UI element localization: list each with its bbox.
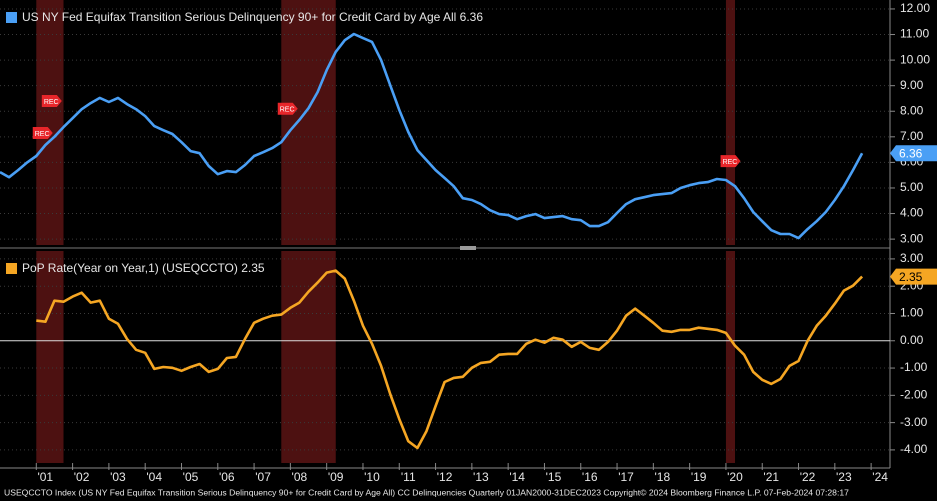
last-value-label: 6.36 <box>899 146 923 160</box>
y-tick-label: 3.00 <box>900 251 924 265</box>
x-tick-label: '16 <box>582 470 598 484</box>
x-tick-label: '14 <box>509 470 525 484</box>
y-tick-label: -3.00 <box>900 415 928 429</box>
x-tick-label: '15 <box>546 470 562 484</box>
x-tick-label: '08 <box>292 470 308 484</box>
legend-label: US NY Fed Equifax Transition Serious Del… <box>22 10 483 24</box>
annotation-label: REC <box>723 159 738 166</box>
recession-band <box>725 0 736 245</box>
x-tick-label: '07 <box>255 470 271 484</box>
annotation-label: REC <box>280 107 295 114</box>
x-tick-label: '23 <box>836 470 852 484</box>
x-tick-label: '18 <box>655 470 671 484</box>
y-tick-label: 8.00 <box>900 103 924 117</box>
x-tick-label: '11 <box>401 470 416 484</box>
footer: USEQCCTO Index (US NY Fed Equifax Transi… <box>4 487 849 497</box>
x-tick-label: '12 <box>437 470 453 484</box>
x-tick-label: '02 <box>74 470 90 484</box>
annotation-label: REC <box>44 99 59 106</box>
legend-label: PoP Rate(Year on Year,1) (USEQCCTO) 2.35 <box>22 261 265 275</box>
x-tick-label: '10 <box>364 470 380 484</box>
y-tick-label: 3.00 <box>900 231 924 245</box>
y-tick-label: 12.00 <box>900 1 930 15</box>
y-tick-label: 10.00 <box>900 52 930 66</box>
x-tick-label: '19 <box>691 470 707 484</box>
recession-band <box>725 251 736 463</box>
x-tick-label: '20 <box>727 470 743 484</box>
x-tick-label: '24 <box>872 470 888 484</box>
x-tick-label: '13 <box>473 470 489 484</box>
legend-swatch <box>6 12 17 23</box>
y-tick-label: 1.00 <box>900 306 924 320</box>
y-tick-label: -1.00 <box>900 360 928 374</box>
y-tick-label: 5.00 <box>900 180 924 194</box>
x-tick-label: '05 <box>183 470 199 484</box>
y-tick-label: 9.00 <box>900 78 924 92</box>
data-line <box>0 32 864 240</box>
x-tick-label: '22 <box>800 470 816 484</box>
divider-grip <box>460 246 476 250</box>
x-tick-label: '03 <box>110 470 126 484</box>
annotation-label: REC <box>35 131 50 138</box>
annotation-marker <box>41 95 62 108</box>
x-tick-label: '04 <box>146 470 162 484</box>
y-tick-label: 11.00 <box>900 27 929 41</box>
y-tick-label: 4.00 <box>900 206 924 220</box>
recession-band <box>281 251 336 463</box>
data-line <box>36 269 864 450</box>
recession-band <box>36 251 64 463</box>
recession-band <box>281 0 336 245</box>
annotation-marker <box>277 102 298 115</box>
annotation-marker <box>32 126 53 139</box>
annotation-marker <box>720 155 741 168</box>
y-tick-label: 7.00 <box>900 129 924 143</box>
x-tick-label: '06 <box>219 470 235 484</box>
y-tick-label: -2.00 <box>900 388 928 402</box>
last-value-tag <box>890 145 937 162</box>
recession-band <box>36 0 64 245</box>
y-tick-label: -4.00 <box>900 442 928 456</box>
x-tick-label: '17 <box>618 470 634 484</box>
y-tick-label: 0.00 <box>900 333 924 347</box>
x-tick-label: '21 <box>763 470 779 484</box>
last-value-label: 2.35 <box>899 270 923 284</box>
x-tick-label: '09 <box>328 470 344 484</box>
last-value-tag <box>890 268 937 285</box>
legend-swatch <box>6 263 17 274</box>
x-tick-label: '01 <box>37 470 53 484</box>
